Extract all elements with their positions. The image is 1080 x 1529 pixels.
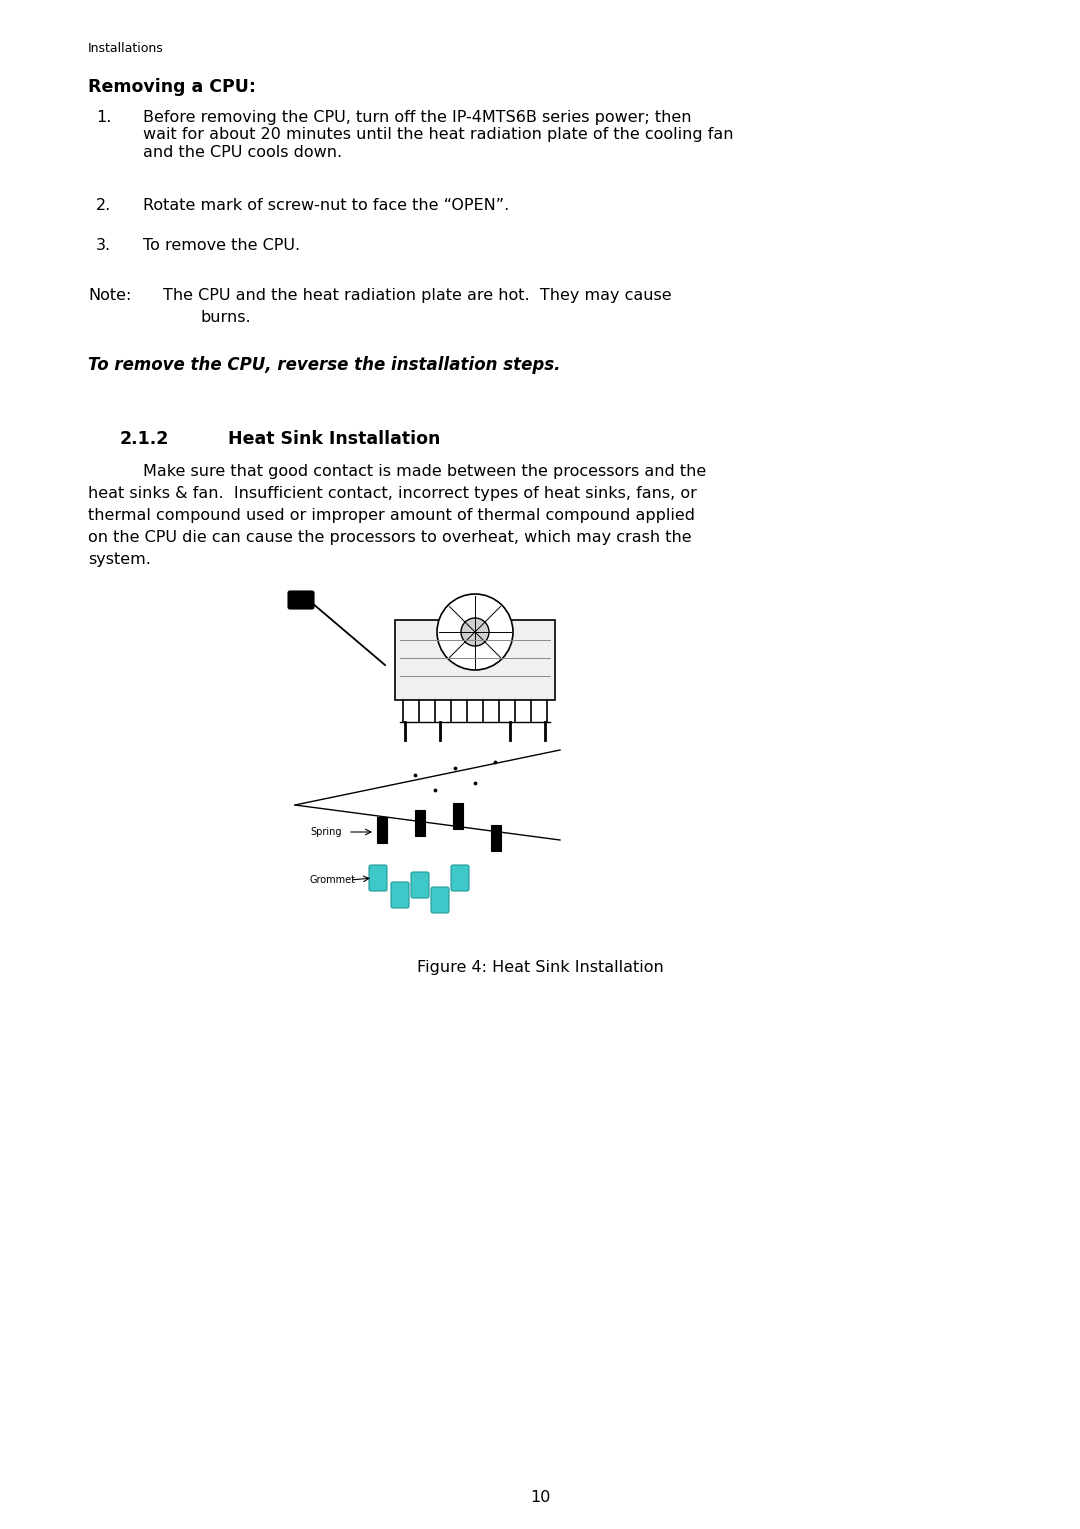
FancyBboxPatch shape bbox=[391, 882, 409, 908]
Text: Rotate mark of screw-nut to face the “OPEN”.: Rotate mark of screw-nut to face the “OP… bbox=[143, 197, 510, 213]
Bar bbox=[415, 810, 426, 836]
Text: thermal compound used or improper amount of thermal compound applied: thermal compound used or improper amount… bbox=[87, 508, 696, 523]
Text: To remove the CPU.: To remove the CPU. bbox=[143, 239, 300, 252]
FancyBboxPatch shape bbox=[411, 872, 429, 898]
Text: Figure 4: Heat Sink Installation: Figure 4: Heat Sink Installation bbox=[417, 960, 663, 976]
FancyBboxPatch shape bbox=[431, 887, 449, 913]
Text: 2.: 2. bbox=[96, 197, 111, 213]
Text: Heat Sink Installation: Heat Sink Installation bbox=[228, 430, 441, 448]
FancyBboxPatch shape bbox=[451, 865, 469, 891]
Bar bbox=[453, 803, 463, 829]
Text: system.: system. bbox=[87, 552, 151, 567]
Bar bbox=[395, 619, 555, 700]
Circle shape bbox=[437, 593, 513, 670]
Text: 2.1.2: 2.1.2 bbox=[120, 430, 170, 448]
Text: To remove the CPU, reverse the installation steps.: To remove the CPU, reverse the installat… bbox=[87, 356, 561, 375]
FancyBboxPatch shape bbox=[288, 592, 314, 609]
Bar bbox=[377, 816, 387, 842]
Text: 3.: 3. bbox=[96, 239, 111, 252]
Text: 1.: 1. bbox=[96, 110, 111, 125]
Text: Make sure that good contact is made between the processors and the: Make sure that good contact is made betw… bbox=[143, 463, 706, 479]
Bar bbox=[491, 826, 501, 852]
Text: 10: 10 bbox=[530, 1489, 550, 1505]
FancyBboxPatch shape bbox=[369, 865, 387, 891]
Text: Removing a CPU:: Removing a CPU: bbox=[87, 78, 256, 96]
Text: Grommet: Grommet bbox=[310, 875, 356, 885]
Circle shape bbox=[461, 618, 489, 645]
Text: Note:: Note: bbox=[87, 287, 132, 303]
Text: on the CPU die can cause the processors to overheat, which may crash the: on the CPU die can cause the processors … bbox=[87, 531, 691, 544]
Text: The CPU and the heat radiation plate are hot.  They may cause: The CPU and the heat radiation plate are… bbox=[163, 287, 672, 303]
Text: burns.: burns. bbox=[200, 310, 251, 326]
Text: heat sinks & fan.  Insufficient contact, incorrect types of heat sinks, fans, or: heat sinks & fan. Insufficient contact, … bbox=[87, 486, 697, 502]
Text: Installations: Installations bbox=[87, 41, 164, 55]
Text: Spring: Spring bbox=[310, 827, 341, 836]
Text: Before removing the CPU, turn off the IP-4MTS6B series power; then
wait for abou: Before removing the CPU, turn off the IP… bbox=[143, 110, 733, 161]
